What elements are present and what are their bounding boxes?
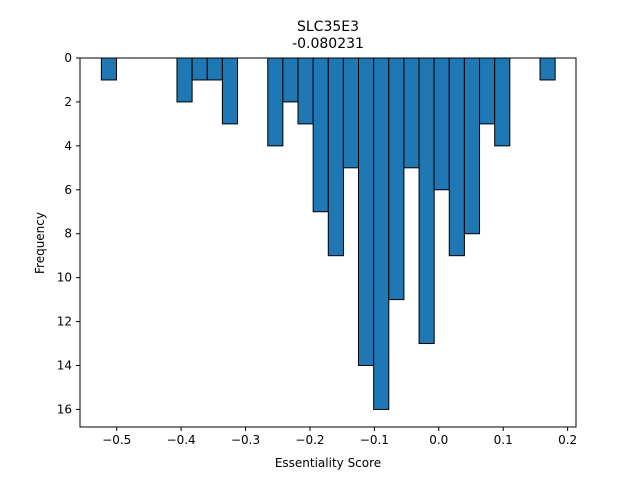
- y-tick-label: 8: [64, 227, 72, 241]
- y-tick-label: 0: [64, 51, 72, 65]
- y-tick-label: 14: [57, 359, 72, 373]
- y-axis-label: Frequency: [33, 212, 47, 274]
- histogram-bar: [463, 57, 481, 235]
- x-tick-label: −0.3: [231, 433, 260, 447]
- histogram-bar: [373, 57, 390, 410]
- x-tick-label: 0.2: [558, 433, 577, 447]
- histogram-bar: [327, 57, 344, 257]
- histogram-bar: [282, 57, 299, 103]
- histogram-bar: [221, 57, 239, 125]
- y-tick-label: 2: [64, 95, 72, 109]
- y-tick-label: 10: [57, 271, 72, 285]
- x-axis-label: Essentiality Score: [275, 456, 381, 470]
- histogram-bar: [433, 57, 450, 191]
- y-axis-ticks: 0 2 4 6 8 10 12 14 16: [57, 51, 80, 416]
- y-tick-label: 4: [64, 139, 72, 153]
- y-tick-label: 6: [64, 183, 72, 197]
- histogram-bar: [206, 57, 223, 81]
- chart-title: SLC35E3: [297, 19, 359, 35]
- histogram-bar: [539, 57, 556, 81]
- x-tick-label: −0.2: [295, 433, 324, 447]
- x-tick-label: −0.1: [360, 433, 389, 447]
- histogram-bar: [312, 57, 329, 213]
- histogram-bar: [176, 57, 193, 103]
- histogram-bar: [494, 57, 511, 147]
- histogram-bar: [191, 57, 208, 81]
- histogram-bar: [418, 57, 435, 345]
- x-tick-label: −0.4: [167, 433, 196, 447]
- histogram-bar: [267, 57, 284, 147]
- histogram-bar: [297, 57, 314, 125]
- bars-group: [100, 57, 556, 410]
- x-axis-ticks: −0.5 −0.4 −0.3 −0.2 −0.1 0.0 0.1 0.2: [102, 427, 577, 447]
- plot-frame: [79, 57, 577, 428]
- histogram-bar: [100, 57, 117, 81]
- histogram-bar: [479, 57, 496, 125]
- y-tick-label: 12: [57, 315, 72, 329]
- histogram-bar: [358, 57, 375, 366]
- x-tick-label: −0.5: [102, 433, 131, 447]
- x-tick-label: 0.0: [429, 433, 448, 447]
- histogram-bar: [342, 57, 360, 169]
- histogram-bar: [403, 57, 420, 169]
- chart-subtitle: -0.080231: [292, 36, 364, 52]
- histogram-bar: [448, 57, 465, 257]
- histogram-bar: [388, 57, 405, 301]
- y-tick-label: 16: [57, 402, 72, 416]
- x-tick-label: 0.1: [494, 433, 513, 447]
